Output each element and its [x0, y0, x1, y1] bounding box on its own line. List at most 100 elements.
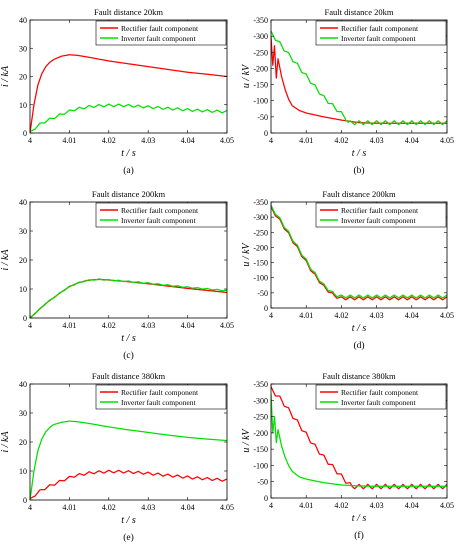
x-tick-label: 4.01	[62, 321, 76, 330]
x-tick-label: 4.04	[181, 503, 195, 512]
x-tick-label: 4.03	[141, 321, 155, 330]
y-axis-label: i / kA	[0, 431, 11, 453]
chart-title: Fault distance 20km	[94, 7, 163, 17]
y-tick-label: 0	[23, 496, 27, 505]
plot-frame	[270, 201, 448, 309]
y-tick-label: -250	[253, 48, 268, 57]
series-line	[30, 278, 227, 318]
series-group	[30, 420, 227, 500]
plot-frame	[270, 383, 448, 499]
y-tick-label: -200	[253, 243, 268, 252]
x-tick-label: 4.02	[102, 136, 116, 145]
y-axis-label: i / kA	[0, 249, 11, 271]
legend-label: Inverter fault component	[121, 398, 196, 407]
legend-box	[315, 202, 447, 228]
series-line	[271, 386, 447, 490]
y-tick-label: -300	[253, 213, 268, 222]
y-tick-label: 40	[19, 16, 27, 25]
legend-label: Rectifier fault component	[121, 24, 199, 33]
x-tick-label: 4.04	[181, 136, 195, 145]
plot-frame	[270, 19, 448, 134]
y-tick-label: -200	[253, 429, 268, 438]
x-tick-label: 4	[28, 136, 32, 145]
panel-label: (a)	[123, 165, 134, 176]
series-line	[30, 278, 227, 318]
y-tick-label: -50	[257, 478, 268, 487]
x-tick-label: 4.02	[102, 321, 116, 330]
legend-label: Rectifier fault component	[341, 24, 419, 33]
chart-title: Fault distance 200km	[92, 189, 166, 199]
legend-label: Inverter fault component	[121, 34, 196, 43]
x-tick-label: 4.03	[370, 311, 384, 320]
x-tick-label: 4.04	[405, 501, 419, 510]
y-tick-label: -150	[253, 445, 268, 454]
chart-title: Fault distance 380km	[92, 371, 166, 381]
y-tick-label: 0	[23, 129, 27, 138]
x-tick-label: 4.02	[334, 501, 348, 510]
chart-panel: Fault distance 200km 4 4.01 4.02 4.03 4.04 4.0…	[0, 189, 234, 361]
legend-label: Inverter fault component	[341, 34, 416, 43]
y-tick-label: -350	[253, 198, 268, 207]
y-tick-label: 30	[19, 227, 27, 236]
y-tick-label: -200	[253, 64, 268, 73]
y-tick-label: -50	[257, 113, 268, 122]
y-tick-label: 10	[19, 101, 27, 110]
legend-label: Inverter fault component	[341, 216, 416, 225]
x-tick-label: 4	[269, 501, 273, 510]
y-tick-label: 40	[19, 198, 27, 207]
x-tick-label: 4	[28, 321, 32, 330]
x-tick-label: 4.05	[220, 136, 234, 145]
chart-panel: Fault distance 380km 4 4.01 4.02 4.03 4.04 4.0…	[241, 371, 454, 541]
x-tick-label: 4.04	[405, 136, 419, 145]
series-group	[271, 30, 447, 126]
x-tick-label: 4.01	[299, 136, 313, 145]
chart-panel: Fault distance 20km 4 4.01 4.02 4.03 4.04 4.05…	[241, 7, 454, 176]
series-group	[30, 278, 227, 318]
y-tick-label: 30	[19, 409, 27, 418]
y-tick-label: -150	[253, 81, 268, 90]
x-axis-label: t / s	[121, 148, 136, 159]
x-tick-label: 4.02	[334, 136, 348, 145]
y-tick-label: 10	[19, 467, 27, 476]
chart-panel: Fault distance 380km 4 4.01 4.02 4.03 4.04 4.0…	[0, 371, 234, 543]
legend-label: Rectifier fault component	[121, 206, 199, 215]
legend-box	[315, 20, 447, 46]
y-tick-label: 0	[264, 494, 268, 503]
panel-label: (e)	[123, 532, 134, 543]
x-axis-label: t / s	[352, 148, 367, 159]
panel-label: (f)	[354, 530, 364, 541]
chart-panel: Fault distance 20km 4 4.01 4.02 4.03 4.04 4.05…	[0, 7, 234, 176]
legend-box	[95, 202, 227, 228]
panel-label: (b)	[353, 165, 364, 176]
x-tick-label: 4.03	[370, 136, 384, 145]
series-line	[30, 469, 227, 500]
x-tick-label: 4.01	[62, 136, 76, 145]
y-tick-label: 20	[19, 73, 27, 82]
legend-label: Inverter fault component	[121, 216, 196, 225]
series-line	[30, 420, 227, 500]
series-line	[271, 30, 447, 126]
y-tick-label: -350	[253, 380, 268, 389]
series-line	[30, 103, 227, 133]
x-tick-label: 4.05	[220, 321, 234, 330]
y-axis-label: i / kA	[0, 65, 11, 87]
x-tick-label: 4.03	[141, 503, 155, 512]
y-tick-label: -250	[253, 228, 268, 237]
x-tick-label: 4.03	[141, 136, 155, 145]
series-line	[30, 54, 227, 133]
y-axis-label: u / kV	[241, 63, 252, 88]
legend-label: Rectifier fault component	[121, 388, 199, 397]
y-tick-label: -300	[253, 396, 268, 405]
legend-label: Inverter fault component	[341, 398, 416, 407]
x-tick-label: 4.01	[299, 501, 313, 510]
panel-label: (d)	[353, 340, 364, 351]
legend-box	[95, 20, 227, 46]
y-axis-label: u / kV	[241, 427, 252, 452]
x-tick-label: 4.05	[220, 503, 234, 512]
y-axis-label: u / kV	[241, 241, 252, 266]
y-tick-label: 20	[19, 438, 27, 447]
legend-label: Rectifier fault component	[341, 206, 419, 215]
series-line	[271, 36, 447, 124]
legend-label: Rectifier fault component	[341, 388, 419, 397]
